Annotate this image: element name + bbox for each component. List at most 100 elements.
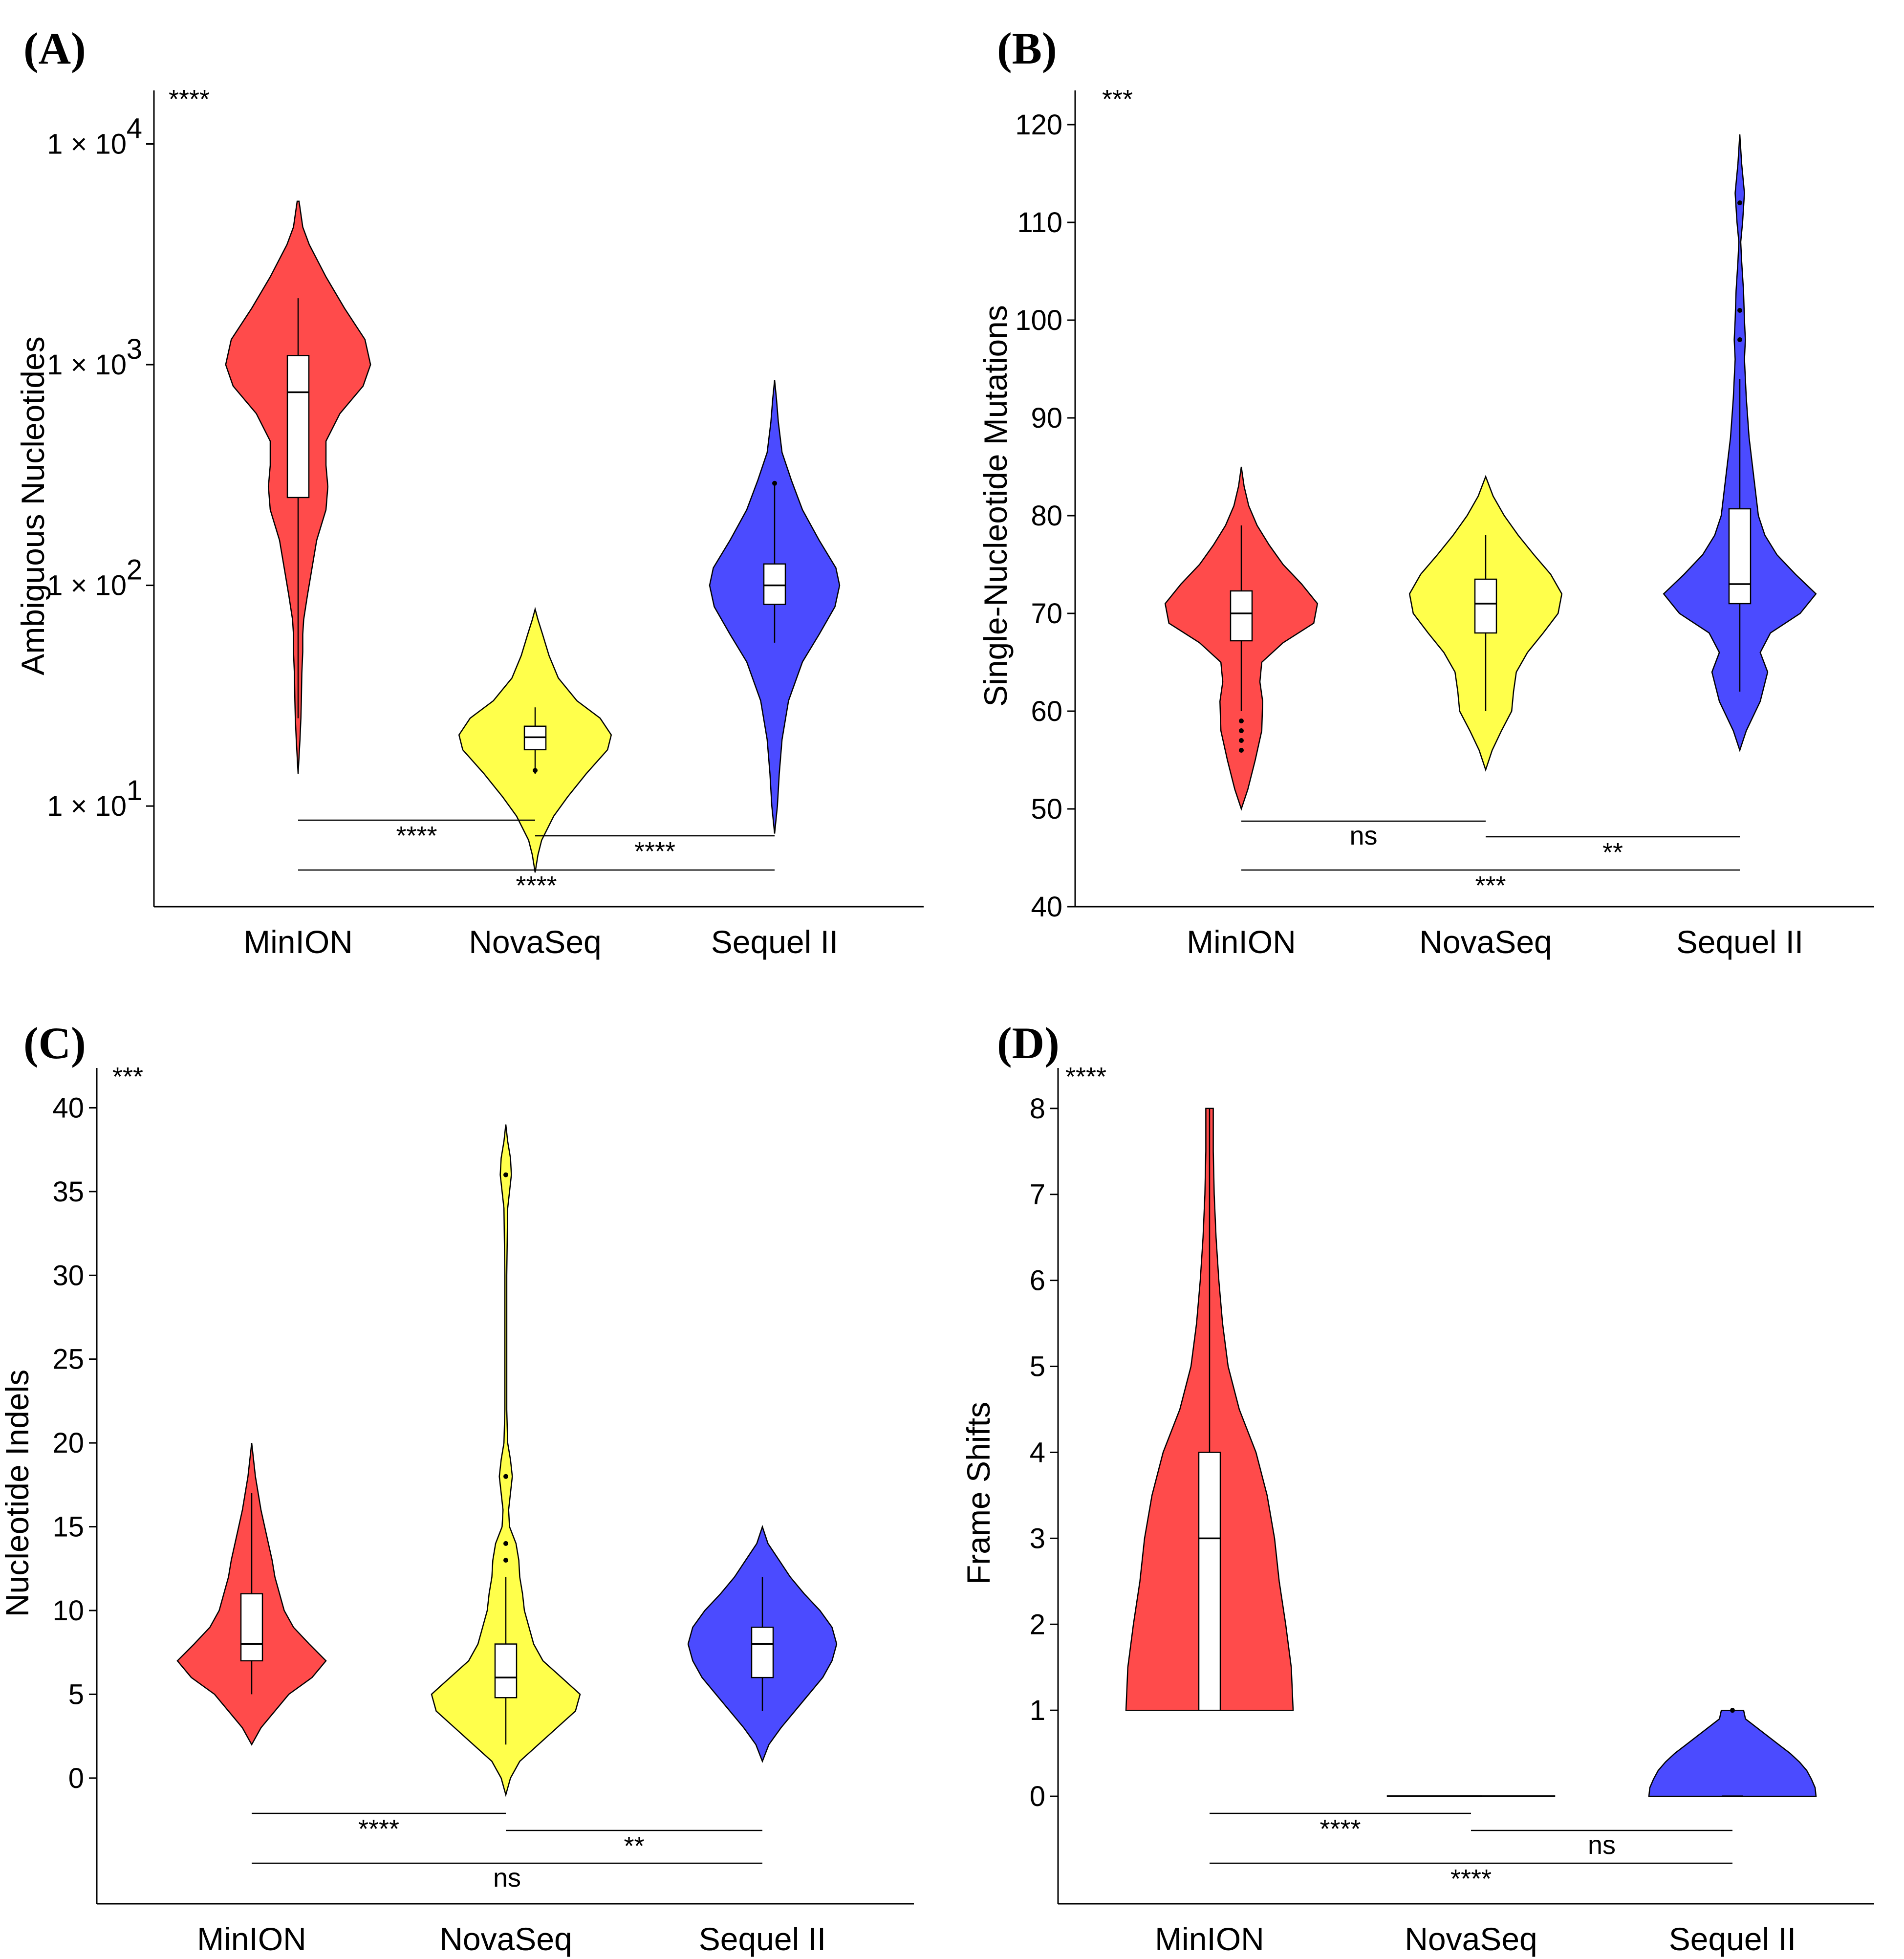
comparison-label: **** (1320, 1814, 1361, 1844)
y-tick-label: 30 (52, 1260, 84, 1291)
comparison-label: *** (1475, 871, 1506, 900)
outlier-point (1239, 738, 1244, 743)
comparison-label: ns (1349, 821, 1377, 850)
x-category-label: Sequel II (1676, 924, 1804, 960)
y-tick-exponent: 3 (127, 333, 142, 365)
outlier-point (1730, 1708, 1735, 1713)
x-category-label: NovaSeq (1405, 1921, 1537, 1957)
y-tick-exponent: 4 (127, 113, 142, 145)
y-tick-label: 80 (1031, 500, 1062, 532)
y-tick-label: 40 (1031, 891, 1062, 923)
y-tick-label: 5 (68, 1678, 84, 1710)
x-category-label: Sequel II (711, 924, 839, 960)
y-tick-label: 35 (52, 1176, 84, 1208)
outlier-point (503, 1172, 508, 1177)
y-tick-label: 1 (1030, 1695, 1045, 1726)
panel-label: (D) (997, 1018, 1060, 1068)
comparison-label: **** (516, 871, 557, 900)
y-tick-label: 0 (1030, 1781, 1045, 1812)
x-category-label: Sequel II (1669, 1921, 1796, 1957)
y-tick-label: 1 × 10 (47, 570, 127, 602)
overall-significance: **** (169, 85, 210, 114)
y-tick-label: 100 (1015, 305, 1062, 336)
y-tick-label: 0 (68, 1763, 84, 1794)
outlier-point (533, 768, 538, 773)
x-category-label: NovaSeq (1419, 924, 1552, 960)
y-tick-label: 5 (1030, 1351, 1045, 1383)
y-tick-label: 90 (1031, 402, 1062, 434)
y-tick-label: 4 (1030, 1437, 1045, 1468)
box-iqr (240, 1593, 263, 1662)
y-tick-label: 60 (1031, 696, 1062, 727)
outlier-point (503, 1474, 508, 1479)
comparison-label: **** (634, 837, 675, 866)
outlier-point (1239, 748, 1244, 753)
y-axis-title: Nucleotide Indels (0, 1370, 35, 1617)
y-tick-exponent: 2 (127, 554, 142, 586)
outlier-point (503, 1541, 508, 1546)
box-iqr (1198, 1452, 1221, 1711)
y-tick-label: 25 (52, 1344, 84, 1375)
y-tick-label: 70 (1031, 598, 1062, 630)
outlier-point (1239, 718, 1244, 723)
x-category-label: NovaSeq (439, 1921, 572, 1957)
box-iqr (1230, 590, 1253, 642)
violin-sequel-ii (1648, 1709, 1817, 1797)
overall-significance: *** (112, 1062, 143, 1091)
y-tick-label: 15 (52, 1511, 84, 1543)
x-category-label: MinION (243, 924, 353, 960)
panel-label: (A) (23, 23, 86, 73)
y-tick-exponent: 1 (127, 775, 142, 806)
outlier-point (1737, 308, 1742, 313)
y-tick-label: 1 × 10 (47, 129, 127, 160)
x-category-label: Sequel II (699, 1921, 826, 1957)
y-tick-label: 8 (1030, 1093, 1045, 1125)
y-tick-label: 7 (1030, 1179, 1045, 1211)
box-iqr (286, 355, 310, 499)
y-tick-label: 10 (52, 1595, 84, 1627)
panel-c: (C) 0 5 10 15 20 25 30 35 40 Nucleotide Indels *** M… (0, 1018, 914, 1957)
panel-b: (B) 40 50 60 70 80 90 100 110 120 Single-Nucleotid… (977, 23, 1874, 960)
x-category-label: MinION (197, 1921, 306, 1957)
x-category-label: MinION (1155, 1921, 1264, 1957)
comparison-label: ns (493, 1863, 521, 1893)
x-category-label: NovaSeq (469, 924, 602, 960)
y-tick-label: 1 × 10 (47, 790, 127, 822)
outlier-point (1737, 200, 1742, 205)
box-iqr (751, 1627, 774, 1678)
overall-significance: **** (1065, 1062, 1106, 1091)
y-tick-label: 120 (1015, 109, 1062, 141)
y-tick-label: 20 (52, 1427, 84, 1459)
box-iqr (494, 1643, 518, 1698)
box-iqr (763, 563, 786, 605)
comparison-label: **** (396, 821, 437, 850)
y-tick-label: 40 (52, 1092, 84, 1124)
outlier-point (1239, 728, 1244, 733)
outlier-point (772, 480, 777, 486)
box-iqr (1474, 578, 1497, 634)
y-tick-label: 2 (1030, 1609, 1045, 1640)
comparison-label: ns (1588, 1830, 1616, 1860)
y-tick-label: 1 × 10 (47, 349, 127, 381)
comparison-label: ** (624, 1831, 644, 1861)
y-tick-label: 3 (1030, 1523, 1045, 1554)
box-iqr (1728, 508, 1752, 605)
panel-label: (C) (23, 1018, 86, 1068)
panel-d: (D) 0 1 2 3 4 5 6 7 8 Frame Shifts **** MinION NovaSe… (960, 1018, 1874, 1957)
y-axis-title: Single-Nucleotide Mutations (977, 305, 1014, 707)
y-axis-title: Frame Shifts (960, 1402, 996, 1585)
comparison-label: **** (1450, 1864, 1492, 1894)
comparison-label: **** (358, 1814, 399, 1844)
panel-a: (A)1 × 10 11 × 10 21 × 10 31 × 10 4Ambiguous… (15, 23, 924, 960)
y-axis-title: Ambiguous Nucleotides (15, 336, 51, 675)
panel-label: (B) (997, 23, 1057, 73)
y-tick-label: 6 (1030, 1265, 1045, 1297)
y-tick-label: 50 (1031, 793, 1062, 825)
violin-novaseq (431, 1124, 581, 1797)
comparison-label: ** (1602, 838, 1623, 867)
outlier-point (1737, 337, 1742, 342)
overall-significance: *** (1102, 85, 1133, 114)
x-category-label: MinION (1187, 924, 1296, 960)
outlier-point (503, 1558, 508, 1563)
